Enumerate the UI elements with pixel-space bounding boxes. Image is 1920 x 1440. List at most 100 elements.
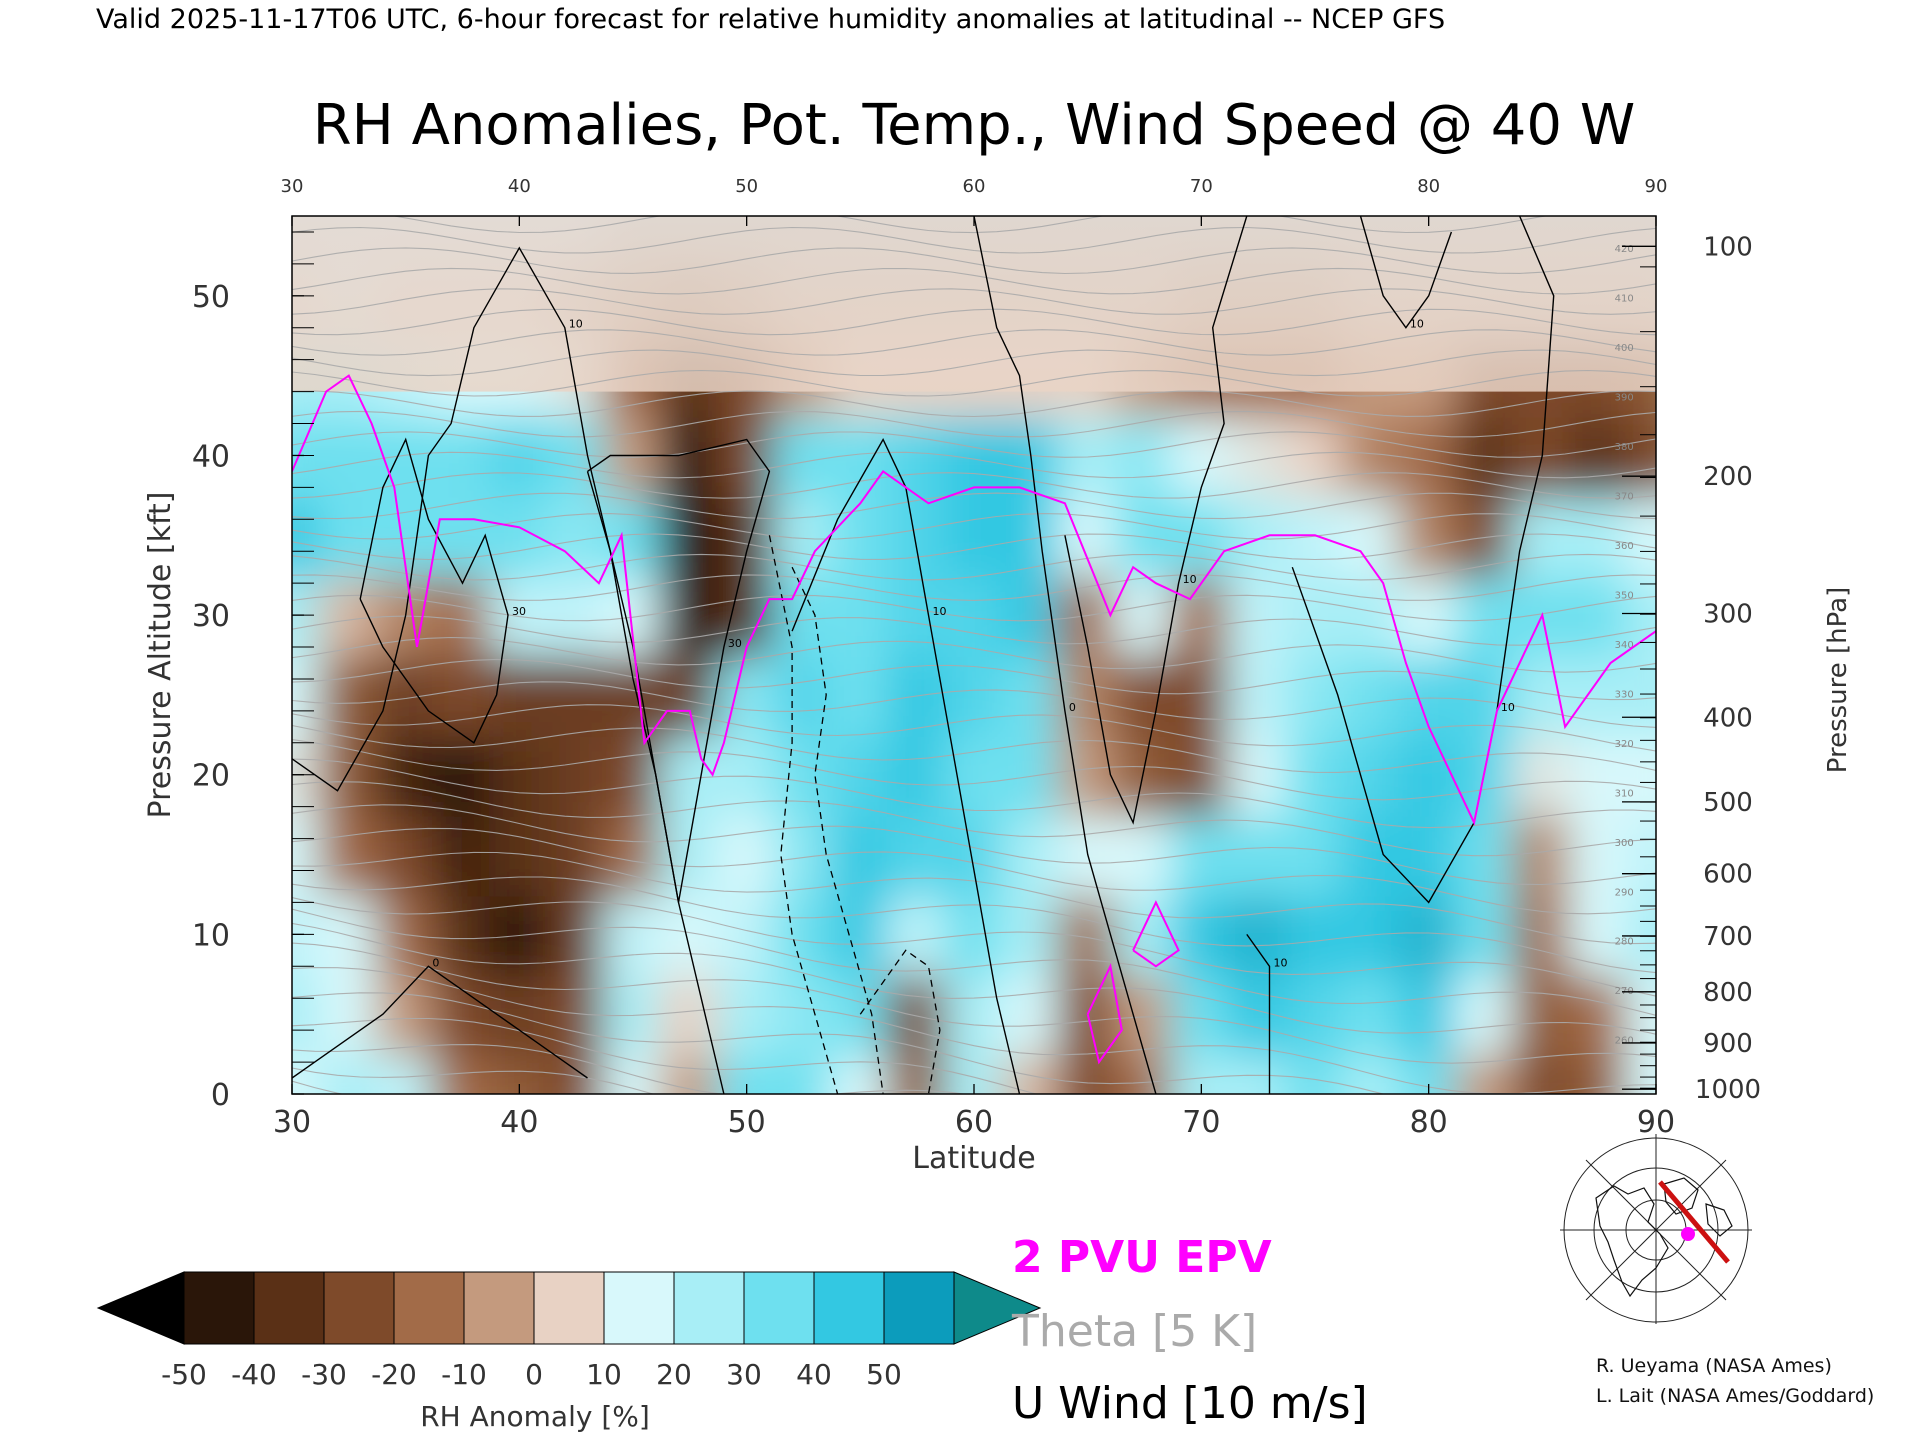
theta-contour-label: 300 [1615,838,1634,849]
rh-cell [943,812,1005,897]
rh-cell [773,732,834,817]
rh-cell [1227,573,1289,657]
wind-contour-dashed [791,566,884,1094]
rh-cell [318,1052,380,1094]
rh-cell [829,573,891,657]
wind-contour-label: 10 [1410,318,1424,331]
rh-cell [716,573,778,657]
theta-contour-line [292,451,1656,479]
inset-map-marker [1681,1227,1695,1241]
theta-contour-line [292,724,1656,773]
rh-cell [716,732,778,817]
theta-contour-line [292,908,1656,1016]
top-tick-label: 90 [1645,176,1668,197]
rh-cell [1057,732,1119,817]
wind-contour-label: 10 [1183,573,1197,586]
rh-cell [602,493,664,578]
inset-map [1556,1134,1756,1324]
rh-cell [1398,493,1460,578]
colorbar-tick-label: -30 [301,1358,347,1391]
rh-cell [1170,493,1232,578]
rh-cell [1455,1052,1516,1094]
rh-cell [292,493,323,578]
rh-cell [1284,972,1346,1057]
theta-contour-label: 340 [1615,640,1634,651]
rh-cell [1341,892,1403,977]
colorbar-tick-label: 10 [586,1358,622,1391]
rh-cell [375,1052,437,1094]
rh-cell [1341,972,1403,1057]
theta-contour-line [292,267,1656,295]
colorbar-tick-label: -40 [231,1358,277,1391]
epv-2pvu-contours [292,374,1656,1065]
theta-contour-line [292,1044,968,1094]
wind-contour-line [791,437,1021,1094]
wind-contour-line [292,965,588,1079]
rh-cell [659,573,721,657]
rh-cell [886,493,948,578]
rh-cell [1568,812,1630,897]
rh-cell [375,972,437,1057]
rh-cell [773,892,834,977]
colorbar-under-arrow [96,1271,185,1345]
rh-cell [1398,573,1460,657]
pressure-tick-label: 100 [1703,232,1753,262]
rh-cell [292,653,323,737]
y-tick-label: 30 [192,599,230,634]
rh-cell [488,812,550,897]
rh-cell [432,493,493,578]
pressure-tick-label: 500 [1703,788,1753,818]
credit-1: R. Ueyama (NASA Ames) [1596,1355,1832,1377]
theta-contour-line [292,329,1656,356]
epv-contour-line [1086,963,1123,1065]
rh-cell [602,1052,664,1094]
rh-cell [1568,493,1630,578]
rh-cell [1114,812,1175,897]
x-tick-label: 40 [500,1105,538,1140]
theta-contour-line [292,758,1656,829]
rh-cell [1227,732,1289,817]
colorbar-segment [673,1271,745,1345]
wind-contour-line [1064,216,1248,825]
rh-cell [488,972,550,1057]
rh-cell [659,493,721,578]
theta-contour-line [292,1067,655,1094]
rh-cell [773,573,834,657]
x-tick-label: 60 [955,1105,993,1140]
rh-cell [886,413,948,498]
rh-cell [1170,892,1232,977]
rh-cell [545,653,607,737]
rh-cell [829,653,891,737]
rh-cell [1170,812,1232,897]
rh-cell [659,972,721,1057]
rh-cell [1114,1052,1175,1094]
rh-cell [659,892,721,977]
top-tick-label: 30 [281,176,304,197]
credit-2: L. Lait (NASA Ames/Goddard) [1596,1385,1874,1407]
rh-cell [829,732,891,817]
colorbar-tick-label: 20 [656,1358,692,1391]
colorbar-tick-label: -10 [441,1358,487,1391]
rh-cell [1398,732,1460,817]
wind-contour-label: 10 [569,318,583,331]
wind-contour-label: 10 [1501,701,1515,714]
rh-cell [602,812,664,897]
top-tick-label: 80 [1417,176,1440,197]
wind-contour-label: 30 [728,637,742,650]
rh-cell [659,732,721,817]
colorbar-tick-label: 40 [796,1358,832,1391]
rh-cell [943,732,1005,817]
rh-cell [1568,732,1630,817]
rh-cell [716,892,778,977]
legend-theta: Theta [5 K] [1011,1306,1257,1357]
pressure-tick-label: 600 [1703,860,1753,890]
top-tick-label: 70 [1190,176,1213,197]
inset-map-cross-section [1658,1180,1730,1264]
epv-contour-line [1132,900,1180,968]
theta-contour-line [292,615,1656,646]
rh-cell [432,573,493,657]
colorbar-segment [533,1271,605,1345]
wind-contour-label: 30 [512,605,526,618]
rh-cell [318,732,380,817]
rh-cell [292,812,323,897]
